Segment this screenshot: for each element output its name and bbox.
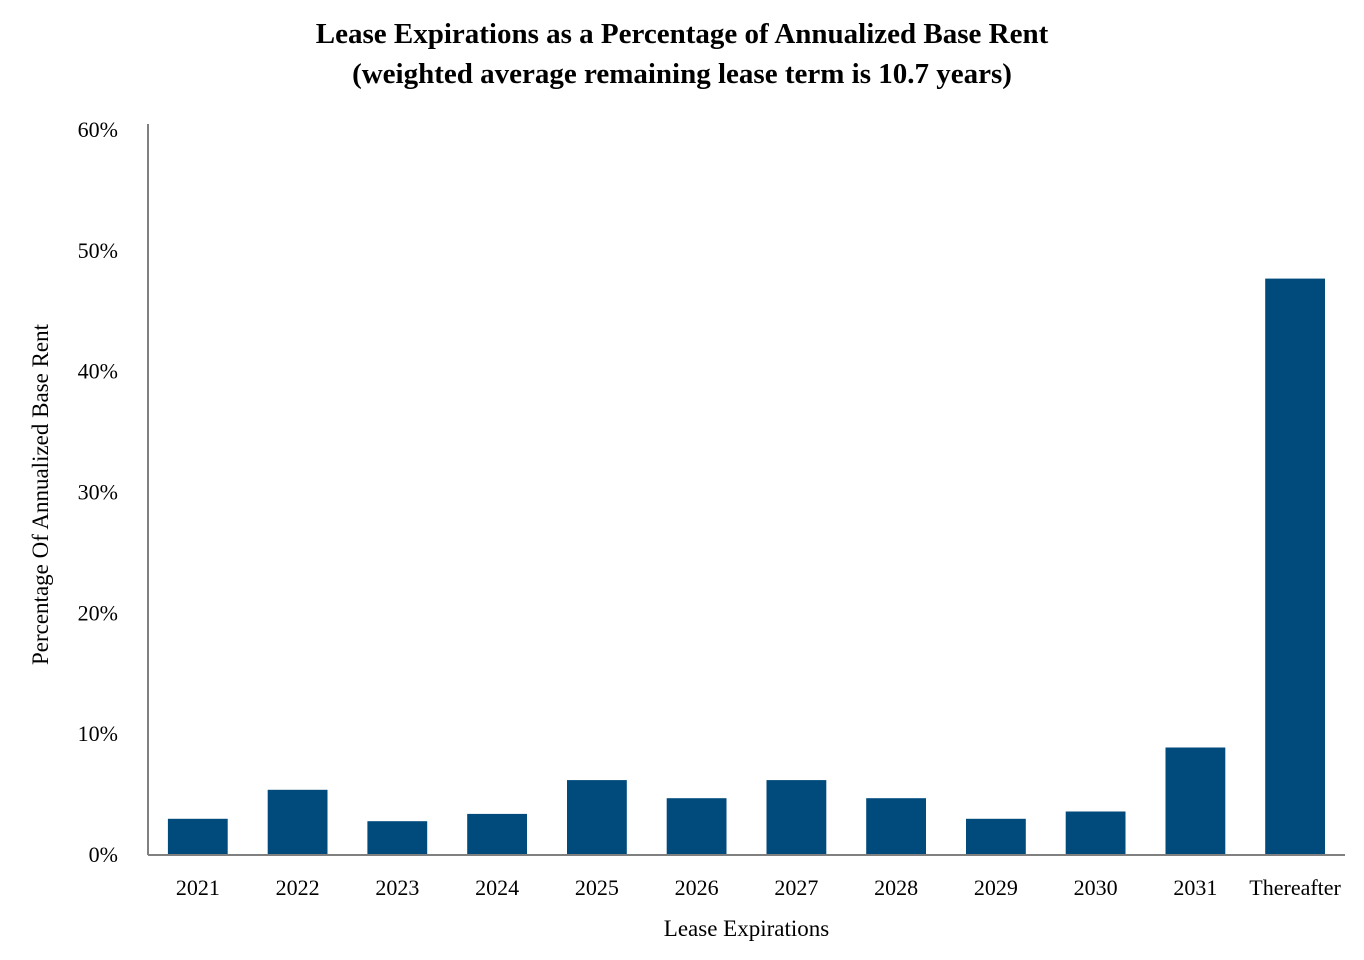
bar-2024 (467, 813, 527, 855)
bar-2031 (1165, 747, 1226, 855)
bar-2027 (766, 780, 827, 855)
x-tick-label: 2031 (1173, 875, 1217, 900)
bar-2026 (666, 798, 727, 855)
x-tick-label: 2021 (176, 875, 220, 900)
y-tick-label: 30% (78, 480, 118, 505)
y-tick-label: 20% (78, 600, 118, 625)
x-tick-label: 2024 (475, 875, 519, 900)
y-tick-label: 50% (78, 238, 118, 263)
bar-2023 (367, 821, 428, 855)
bar-2021 (167, 818, 228, 856)
axes-group (147, 124, 1345, 856)
bar-2025 (567, 780, 627, 855)
chart-title: Lease Expirations as a Percentage of Ann… (315, 18, 1049, 50)
x-tick-label: Thereafter (1249, 875, 1341, 900)
bar-2030 (1065, 811, 1126, 855)
x-tick-label: 2022 (276, 875, 320, 900)
bar-2022 (267, 789, 328, 856)
y-tick-label: 10% (78, 721, 118, 746)
x-tick-label: 2023 (375, 875, 419, 900)
y-tick-label: 40% (78, 359, 118, 384)
x-tick-label: 2027 (774, 875, 818, 900)
bar-2029 (966, 818, 1026, 856)
x-tick-label: 2028 (874, 875, 918, 900)
x-axis-title: Lease Expirations (664, 916, 829, 941)
chart-subtitle: (weighted average remaining lease term i… (352, 58, 1012, 90)
bar-2028 (866, 798, 926, 855)
y-tick-labels: 0% 10% 20% 30% 40% 50% 60% (78, 117, 118, 867)
y-axis-title: Percentage Of Annualized Base Rent (28, 323, 53, 665)
x-tick-label: 2026 (675, 875, 719, 900)
bars-group (167, 278, 1325, 856)
x-tick-labels: 2021 2022 2023 2024 2025 2026 2027 2028 2029 2030… (176, 875, 1342, 900)
x-tick-label: 2029 (974, 875, 1018, 900)
bar-thereafter (1265, 278, 1325, 856)
x-tick-label: 2025 (575, 875, 619, 900)
y-tick-label: 0% (89, 842, 118, 867)
x-tick-label: 2030 (1074, 875, 1118, 900)
y-tick-label: 60% (78, 117, 118, 142)
